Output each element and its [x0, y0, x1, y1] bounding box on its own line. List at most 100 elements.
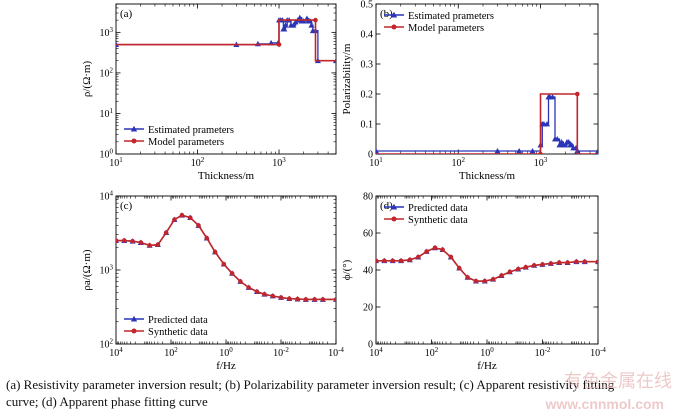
y-axis-label: ϕ/(°) — [341, 259, 353, 280]
data-point — [262, 291, 267, 297]
data-point — [376, 148, 379, 154]
data-point — [246, 285, 251, 290]
y-tick-label: 101 — [100, 107, 114, 120]
x-axis-label: Thickness/m — [198, 170, 255, 182]
data-point — [281, 26, 288, 32]
y-tick-label: 0 — [368, 340, 373, 351]
data-point — [296, 14, 303, 21]
y-tick-label: 80 — [363, 192, 373, 203]
y-tick-label: 40 — [363, 266, 373, 277]
y-tick-label: 0.4 — [361, 30, 374, 41]
data-point — [490, 276, 496, 282]
chart-panel-3: 104 102 100 10-2 10-4102103104f/Hzρa/(Ω·m)(c… — [81, 190, 344, 373]
x-axis-label: f/Hz — [477, 360, 497, 372]
data-point — [523, 264, 529, 270]
data-point — [556, 260, 562, 265]
y-tick-label: 102 — [100, 66, 114, 79]
y-tick-label: 0.1 — [361, 120, 374, 131]
data-point — [595, 259, 598, 264]
legend-entry: Synthetic data — [408, 215, 468, 226]
legend-entry: Model parameters — [408, 23, 484, 34]
data-point — [238, 279, 243, 284]
data-point — [295, 296, 300, 302]
y-axis-label: ρ/(Ω·m) — [81, 61, 93, 98]
data-point — [415, 254, 421, 260]
data-point — [221, 261, 227, 267]
figure-canvas: 101 102 103100101102103Thickness/mρ/(Ω·m)(… — [81, 0, 606, 373]
data-point — [282, 22, 289, 28]
data-point — [276, 42, 282, 47]
x-tick-label: 100 — [219, 346, 233, 359]
data-point — [407, 257, 413, 263]
legend-marker — [391, 24, 397, 30]
data-point — [130, 238, 135, 244]
data-point — [376, 258, 379, 264]
data-point — [116, 238, 119, 243]
chart-panel-1: 101 102 103100101102103Thickness/mρ/(Ω·m)(… — [81, 3, 337, 182]
series-red — [376, 245, 598, 284]
data-point — [565, 260, 570, 265]
x-tick-label: 101 — [109, 156, 123, 169]
data-point — [556, 142, 563, 148]
x-axis-label: f/Hz — [216, 360, 236, 372]
series-line — [376, 96, 598, 152]
data-point — [333, 297, 336, 302]
data-point — [515, 266, 521, 272]
y-tick-label: 60 — [363, 229, 373, 240]
panel-label: (d) — [380, 200, 393, 212]
data-point — [549, 94, 556, 100]
series-red — [116, 17, 336, 62]
legend-entry: Model parameters — [148, 137, 224, 148]
data-point — [320, 297, 326, 302]
caption-line-1: (a) Resistivity parameter inversion resu… — [6, 377, 615, 392]
legend-marker — [130, 315, 138, 322]
series-blue — [116, 212, 336, 302]
series-blue — [376, 94, 598, 154]
caption-line-2: curve; (d) Apparent phase fitting curve — [6, 394, 208, 409]
legend-entry: Predicted data — [148, 315, 208, 326]
data-point — [582, 259, 588, 264]
y-tick-label: 0.2 — [361, 90, 374, 101]
x-tick-label: 102 — [191, 156, 205, 169]
data-point — [507, 269, 513, 275]
data-point — [424, 249, 429, 254]
data-point — [196, 223, 201, 228]
series-line — [116, 214, 336, 301]
data-point — [448, 254, 454, 260]
data-point — [308, 22, 315, 28]
data-point — [172, 217, 177, 222]
data-point — [440, 247, 445, 252]
data-point — [138, 240, 144, 245]
data-point — [574, 91, 580, 97]
data-point — [303, 297, 309, 302]
data-point — [312, 297, 317, 302]
data-point — [482, 278, 488, 284]
data-point — [538, 151, 543, 154]
data-point — [465, 275, 470, 280]
x-tick-label: 102 — [164, 346, 178, 359]
data-point — [516, 148, 523, 154]
y-tick-label: 102 — [100, 338, 114, 351]
series-line — [376, 246, 598, 282]
series-line — [376, 93, 598, 154]
data-point — [147, 243, 152, 248]
x-tick-label: 101 — [369, 156, 383, 169]
data-point — [544, 121, 551, 127]
watermark-url: www.cnnmol.com — [545, 396, 665, 412]
y-tick-label: 103 — [100, 264, 114, 277]
y-tick-label: 0 — [368, 150, 373, 161]
series-blue — [116, 14, 336, 64]
legend-marker — [131, 138, 137, 144]
data-point — [529, 148, 536, 154]
data-point — [548, 261, 554, 266]
figure-caption: (a) Resistivity parameter inversion resu… — [6, 376, 674, 410]
data-point — [278, 295, 284, 300]
x-tick-label: 10-2 — [535, 346, 551, 359]
data-point — [531, 263, 537, 268]
series-line — [116, 17, 336, 62]
data-point — [163, 230, 169, 235]
data-point — [390, 258, 396, 264]
data-point — [456, 265, 462, 271]
